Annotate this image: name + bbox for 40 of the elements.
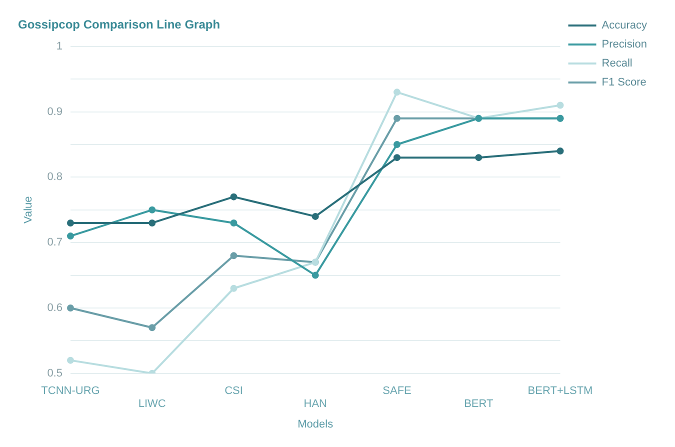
legend-label: Accuracy (602, 20, 648, 32)
legend-label: Precision (602, 38, 648, 51)
y-axis-title: Value (22, 196, 35, 224)
y-tick-label: 0.9 (47, 106, 62, 118)
chart-title: Gossipcop Comparison Line Graph (18, 18, 220, 32)
x-axis-title: Models (298, 418, 334, 430)
point (66, 232, 74, 240)
point (230, 252, 238, 260)
point (394, 141, 401, 148)
x-tick-label: BERT (464, 398, 494, 410)
x-tick-label: SAFE (382, 385, 412, 398)
point (394, 114, 401, 122)
x-tick-label: TCNN-URG (41, 385, 100, 398)
y-tick-label: 0.5 (47, 367, 62, 380)
point (394, 88, 401, 96)
point (475, 154, 482, 162)
x-tick-label: CSI (224, 385, 243, 398)
point (230, 284, 238, 292)
x-tick-label: HAN (304, 398, 328, 410)
point (556, 102, 564, 109)
point (556, 148, 564, 155)
legend-label: Recall (602, 58, 632, 70)
y-tick-label: 0.7 (47, 236, 62, 249)
point (394, 154, 401, 162)
point (148, 219, 156, 226)
point (230, 193, 238, 200)
point (66, 304, 74, 312)
y-tick-label: 0.8 (47, 171, 62, 184)
x-tick-label: LIWC (138, 398, 166, 410)
y-tick-label: 0.6 (47, 302, 62, 314)
point (66, 219, 74, 226)
point (312, 212, 319, 220)
point (312, 272, 319, 279)
point (148, 324, 156, 332)
point (66, 356, 74, 364)
legend-label: F1 Score (602, 76, 646, 89)
y-tick-label: 1 (56, 40, 62, 52)
point (230, 219, 238, 226)
point (148, 206, 156, 214)
x-tick-label: BERT+LSTM (528, 385, 593, 398)
